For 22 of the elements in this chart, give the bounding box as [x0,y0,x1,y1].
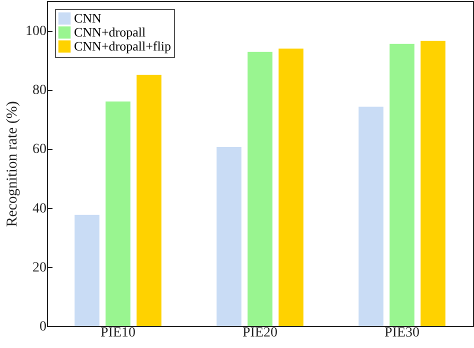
bar [106,101,130,326]
x-tick-label: PIE30 [384,326,420,340]
y-tick-label: 40 [32,201,46,216]
legend-label: CNN [74,10,102,26]
bar [358,106,384,326]
bar [216,146,242,326]
y-tick-label: 0 [40,320,46,334]
y-axis-title: Recognition rate (%) [4,101,20,227]
bar [248,52,272,326]
y-tick-label: 80 [32,83,46,98]
bar [390,44,414,326]
y-tick-label: 100 [26,24,46,40]
bar [420,40,446,326]
bar [136,74,162,326]
y-tick-label: 20 [32,260,46,276]
x-tick-label: PIE10 [100,326,136,340]
y-tick-label: 60 [32,142,46,158]
legend-label: CNN+dropall+flip [74,38,171,54]
bar [74,214,100,326]
legend-label: CNN+dropall [74,24,146,40]
bar [278,48,304,326]
x-tick-label: PIE20 [242,326,278,340]
